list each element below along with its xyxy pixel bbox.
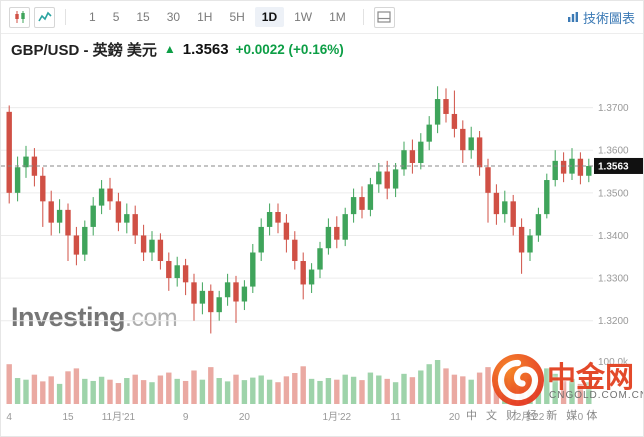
svg-text:11: 11 — [390, 412, 401, 423]
toolbar-divider — [362, 9, 364, 25]
investing-watermark-bold: Investing — [11, 302, 126, 332]
candles-layer — [6, 86, 592, 334]
candlestick-chart-type-button[interactable] — [9, 6, 30, 28]
technical-chart-link[interactable]: 技術圖表 — [567, 8, 635, 27]
investing-watermark: Investing.com — [11, 302, 178, 333]
symbol-title: GBP/USD - 英鎊 美元 — [11, 41, 157, 59]
interval-button-30[interactable]: 30 — [160, 7, 187, 27]
investing-watermark-light: .com — [125, 304, 178, 332]
svg-text:2月'22: 2月'22 — [516, 411, 545, 423]
interval-button-1w[interactable]: 1W — [287, 7, 319, 27]
technical-chart-icon — [567, 12, 578, 22]
svg-text:1.3700: 1.3700 — [598, 103, 629, 114]
svg-text:1.3400: 1.3400 — [598, 231, 629, 242]
technical-chart-label: 技術圖表 — [582, 10, 635, 26]
interval-button-1d[interactable]: 1D — [254, 7, 285, 27]
interval-button-5[interactable]: 5 — [106, 7, 127, 27]
cngold-brand: 中金网 — [547, 362, 635, 394]
candlestick-chart[interactable]: 1.3700 1.3600 1.3500 1.3400 1.3300 1.3200 100.… — [1, 64, 644, 437]
svg-text:1.3500: 1.3500 — [598, 188, 629, 199]
volume-axis-label: 100.0k — [598, 357, 629, 368]
interval-button-1m[interactable]: 1M — [322, 7, 353, 27]
toolbar-divider — [65, 9, 66, 25]
svg-text:1.3600: 1.3600 — [598, 146, 629, 157]
interval-button-5h[interactable]: 5H — [222, 7, 251, 27]
candlestick-icon — [14, 11, 25, 23]
svg-text:15: 15 — [62, 412, 74, 423]
chart-area: Investing.com 1.3700 1.3600 1.3500 1.3400 1.… — [1, 64, 644, 437]
svg-text:1.3300: 1.3300 — [598, 274, 629, 285]
line-chart-icon — [37, 11, 52, 22]
cngold-tagline: 中 文 财 经 新 媒 体 — [466, 410, 601, 422]
svg-text:11月'21: 11月'21 — [102, 411, 136, 423]
svg-text:20: 20 — [449, 412, 461, 423]
interval-button-1[interactable]: 1 — [82, 7, 103, 27]
svg-text:9: 9 — [183, 412, 189, 423]
interval-selector: 1 5 15 30 1H 5H 1D 1W 1M — [82, 7, 353, 27]
svg-text:1.3563: 1.3563 — [598, 161, 629, 172]
interval-button-15[interactable]: 15 — [129, 7, 156, 27]
price-change: +0.0022 (+0.16%) — [235, 41, 344, 57]
svg-text:0: 0 — [578, 412, 584, 423]
line-chart-type-button[interactable] — [34, 6, 55, 28]
cngold-domain: CNGOLD.COM.CN — [549, 390, 644, 401]
cngold-watermark: 中 文 财 经 新 媒 体 中金网 CNGOLD.COM.CN — [464, 352, 644, 434]
last-price: 1.3563 — [182, 40, 229, 58]
interval-button-1h[interactable]: 1H — [190, 7, 219, 27]
svg-text:1月'22: 1月'22 — [323, 411, 352, 423]
svg-text:20: 20 — [239, 412, 251, 423]
cngold-logo-icon — [492, 354, 544, 406]
chart-panel-button[interactable] — [373, 6, 395, 28]
last-price-tag: 1.3563 — [594, 157, 643, 174]
volume-bars — [6, 360, 592, 404]
svg-text:1.3200: 1.3200 — [598, 316, 629, 327]
x-axis: 4 15 11月'21 9 20 1月'22 11 20 2月'22 0 — [6, 411, 583, 423]
instrument-header: GBP/USD - 英鎊 美元 ▲ 1.3563 +0.0022 (+0.16%… — [1, 34, 643, 64]
chart-toolbar: 1 5 15 30 1H 5H 1D 1W 1M 技術圖表 — [1, 1, 643, 34]
up-arrow-icon: ▲ — [163, 42, 176, 56]
svg-text:4: 4 — [6, 412, 12, 423]
chart-panel-icon — [377, 11, 391, 23]
grid-lines — [1, 107, 593, 322]
price-axis: 1.3700 1.3600 1.3500 1.3400 1.3300 1.3200 100.… — [598, 103, 629, 368]
